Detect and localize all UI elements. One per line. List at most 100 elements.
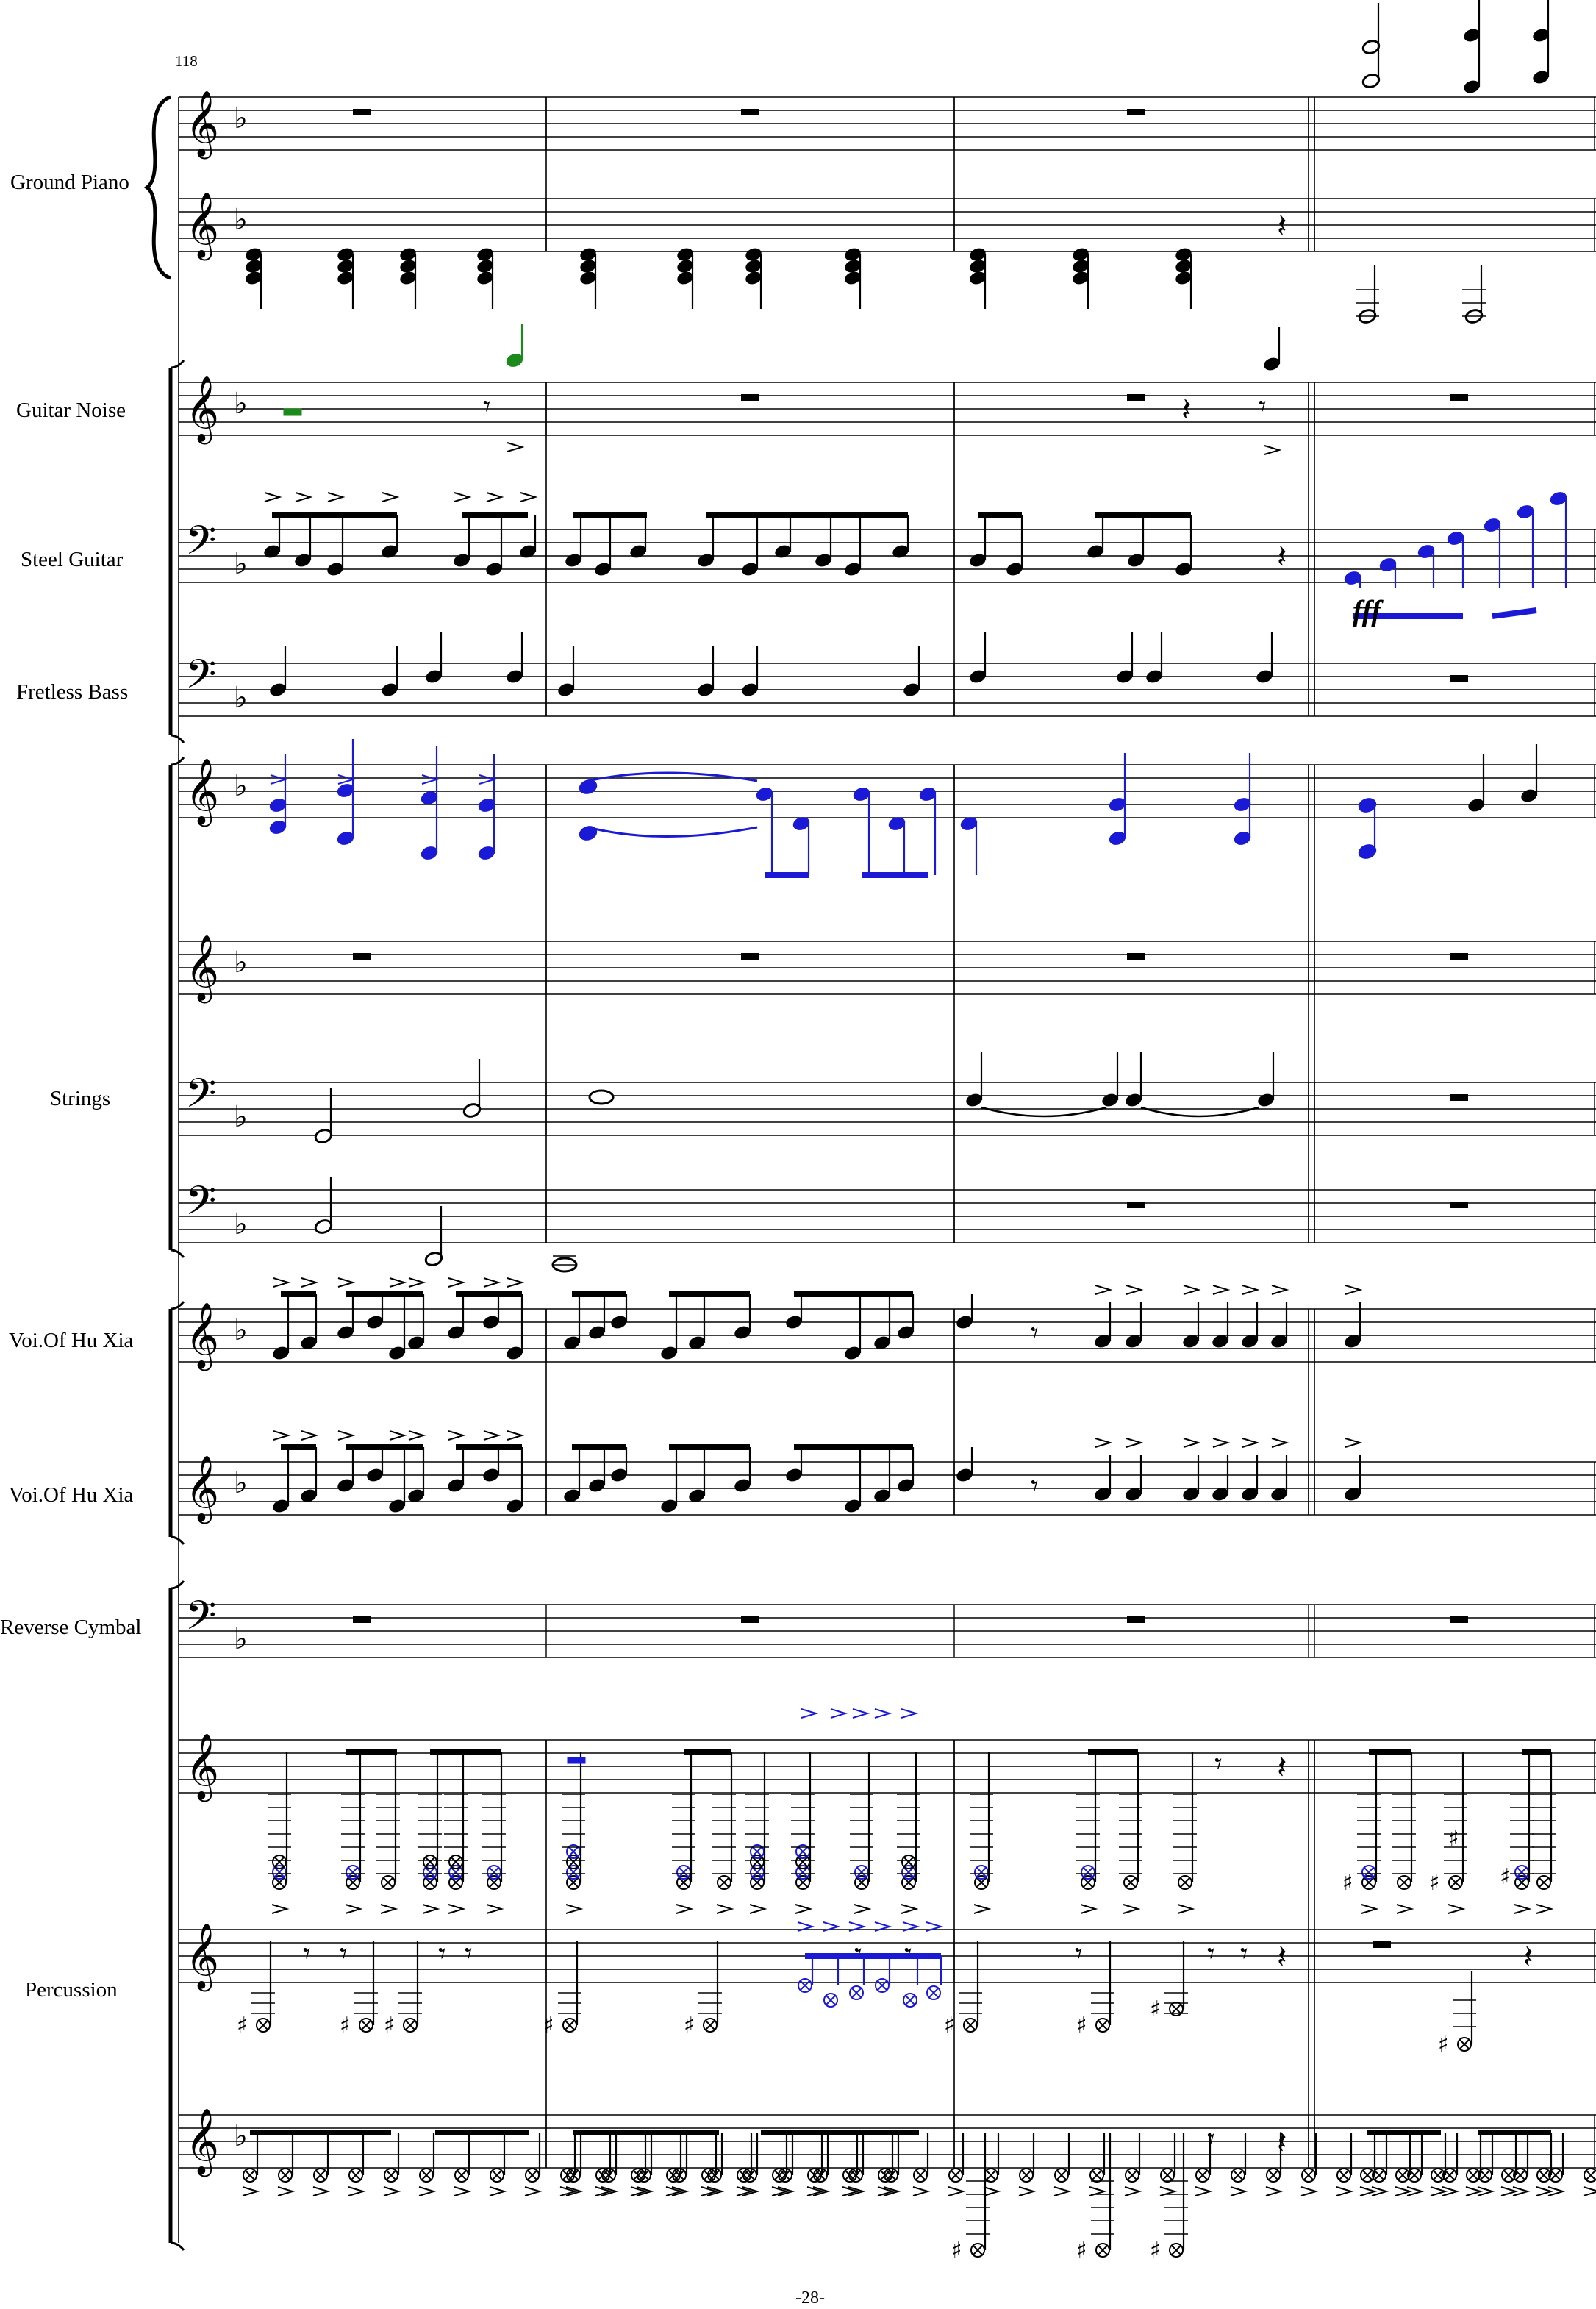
accent <box>797 1921 815 1932</box>
sharp: ♯ <box>1429 1870 1440 1896</box>
sharp: ♯ <box>340 2013 351 2038</box>
notehead <box>677 248 693 261</box>
accent <box>1430 2186 1448 2196</box>
treble-clef: 𝄞 <box>185 2108 219 2177</box>
eighth-rest: 𝄾 <box>1207 2122 1215 2156</box>
accent <box>270 774 288 785</box>
accent <box>1271 1285 1289 1295</box>
notehead <box>589 1479 605 1492</box>
accent <box>665 2186 684 2196</box>
quarter-rest: 𝄽 <box>1277 2124 1287 2161</box>
notehead <box>742 563 758 576</box>
accent <box>912 2186 931 2196</box>
label-fretless-bass: Fretless Bass <box>16 680 128 704</box>
notehead <box>1344 571 1361 585</box>
notehead <box>1533 71 1549 84</box>
x-mark <box>1409 2170 1420 2180</box>
whole-rest <box>741 109 759 115</box>
notehead <box>792 817 810 830</box>
quarter-rest: 𝄽 <box>1181 391 1191 429</box>
accent <box>706 2186 725 2196</box>
x-mark <box>489 1877 499 1888</box>
sharp: ♯ <box>1342 1870 1353 1896</box>
accent <box>1018 2186 1037 2196</box>
accent <box>483 1430 501 1441</box>
flat-key-signature: ♭ <box>234 769 248 803</box>
whole-note <box>588 1089 615 1105</box>
notehead <box>888 817 906 830</box>
notehead <box>745 271 762 285</box>
accent <box>676 1904 694 1914</box>
treble-clef: 𝄞 <box>185 758 219 827</box>
notehead <box>1379 558 1397 571</box>
notehead <box>408 1336 424 1349</box>
x-mark <box>1171 2004 1181 2014</box>
notehead <box>1447 532 1464 545</box>
notehead <box>337 271 354 285</box>
x-mark <box>1056 2170 1067 2180</box>
accent <box>507 442 525 452</box>
x-mark <box>386 2170 396 2180</box>
accent <box>902 1921 920 1932</box>
x-mark <box>965 2020 976 2030</box>
x-mark <box>1517 1877 1527 1888</box>
x-mark <box>489 1867 499 1877</box>
accent <box>806 2186 825 2196</box>
notehead <box>327 563 343 576</box>
x-notehead <box>849 1985 864 2000</box>
x-notehead <box>903 1993 917 2008</box>
eighth-rest: 𝄾 <box>1031 1469 1039 1503</box>
quarter-rest: 𝄽 <box>1523 1938 1533 1976</box>
x-mark <box>1515 2170 1525 2180</box>
x-mark <box>1550 2170 1561 2180</box>
x-mark <box>679 1867 689 1877</box>
quarter-rest: 𝄽 <box>1277 538 1287 576</box>
x-mark <box>915 2170 926 2180</box>
accent <box>1123 1904 1141 1914</box>
notehead <box>477 260 493 273</box>
accent <box>771 2186 790 2196</box>
x-mark <box>856 1877 867 1888</box>
x-mark <box>274 1867 285 1877</box>
notehead <box>845 1499 861 1513</box>
notehead <box>1126 1093 1142 1107</box>
flat-key-signature: ♭ <box>234 1207 248 1241</box>
accent <box>559 2186 578 2196</box>
quarter-rest: 𝄽 <box>1277 1938 1287 1976</box>
accent <box>483 1277 501 1288</box>
bass-clef: 𝄢 <box>185 517 216 574</box>
treble-clef: 𝄞 <box>185 192 219 261</box>
flat-key-signature: ♭ <box>234 547 248 581</box>
accent <box>408 1430 426 1441</box>
notehead <box>1264 357 1280 371</box>
x-mark <box>457 2170 467 2180</box>
accent <box>242 2186 260 2196</box>
accent <box>507 1430 525 1441</box>
notehead <box>1550 492 1567 505</box>
x-mark <box>527 2170 537 2180</box>
accent <box>337 1277 356 1288</box>
notehead <box>264 545 280 558</box>
notehead <box>1242 1335 1258 1348</box>
notehead <box>677 260 693 273</box>
x-mark <box>745 2170 755 2180</box>
flat-key-signature: ♭ <box>234 1466 248 1500</box>
notehead <box>246 271 262 285</box>
notehead <box>966 1093 982 1107</box>
notehead <box>745 260 762 273</box>
accent <box>1242 1285 1260 1295</box>
x-mark <box>421 2170 432 2180</box>
whole-rest <box>353 953 371 960</box>
x-mark <box>1098 2245 1108 2255</box>
accent <box>823 1921 841 1932</box>
notehead <box>611 1468 627 1482</box>
x-mark <box>1364 1867 1374 1877</box>
whole-rest <box>1450 1202 1468 1208</box>
whole-rest <box>1373 1941 1391 1948</box>
notehead <box>1256 670 1273 683</box>
notehead <box>853 788 870 801</box>
flat-key-signature: ♭ <box>234 946 248 979</box>
page-number: -28- <box>795 2288 825 2308</box>
notehead <box>970 271 986 285</box>
x-mark <box>348 1877 358 1888</box>
